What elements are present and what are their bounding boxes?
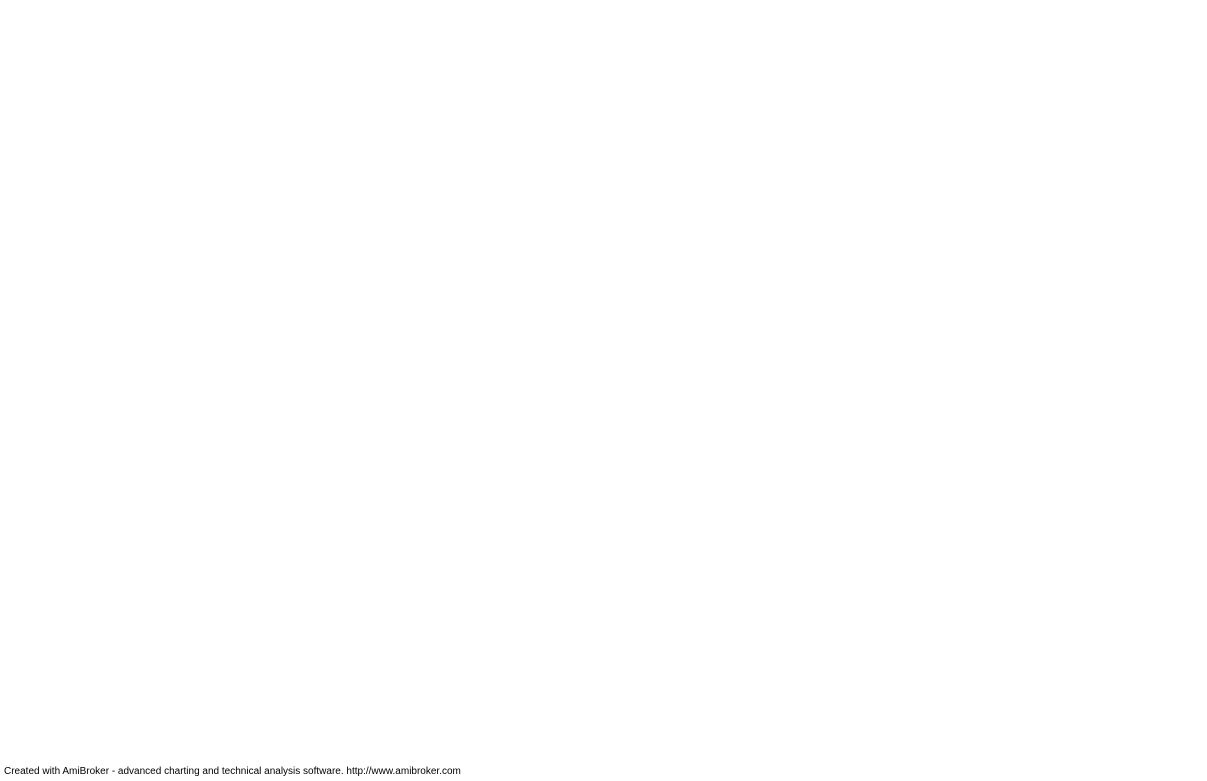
footer-credit: Created with AmiBroker - advanced charti… bbox=[4, 766, 461, 777]
